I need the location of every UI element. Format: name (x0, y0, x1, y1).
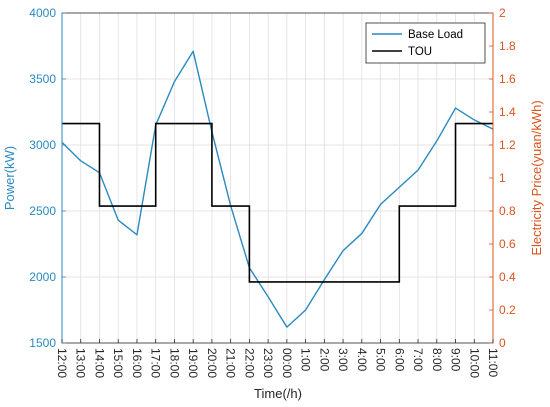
legend: Base Load TOU (365, 22, 486, 64)
right-axis-title: Electricity Price(yuan/kWh) (529, 100, 544, 255)
x-tick-label: 2:00 (317, 348, 331, 372)
x-tick-label: 8:00 (430, 348, 444, 372)
x-tick-label: 19:00 (186, 348, 200, 378)
x-axis-title: Time(/h) (254, 386, 302, 401)
series-base-load-line (61, 50, 494, 328)
x-tick-label: 1:00 (299, 348, 313, 372)
x-tick-label: 20:00 (205, 348, 219, 378)
right-axis: 0 0.2 0.4 0.6 0.8 1 1.2 1.4 1.6 1.8 2 (489, 6, 516, 350)
left-tick-label: 3500 (29, 72, 56, 86)
x-tick-label: 9:00 (449, 348, 463, 372)
right-tick-label: 2 (499, 6, 506, 20)
x-tick-label: 23:00 (261, 348, 275, 378)
x-tick-label: 14:00 (92, 348, 106, 378)
x-axis: 12:00 13:00 14:00 15:00 16:00 17:00 18:00 19:00… (55, 339, 500, 378)
x-tick-label: 18:00 (167, 348, 181, 378)
x-tick-label: 17:00 (149, 348, 163, 378)
legend-label-tou: TOU (408, 46, 432, 58)
left-tick-label: 2000 (29, 270, 56, 284)
legend-box (365, 22, 486, 64)
right-tick-label: 0.6 (499, 237, 516, 251)
left-axis-title: Power(kW) (2, 146, 17, 210)
x-tick-label: 16:00 (130, 348, 144, 378)
right-tick-label: 1.2 (499, 138, 516, 152)
series-layer (61, 50, 494, 328)
right-tick-label: 1.6 (499, 72, 516, 86)
x-tick-label: 4:00 (355, 348, 369, 372)
right-tick-label: 1.8 (499, 39, 516, 53)
right-tick-label: 1 (499, 171, 506, 185)
x-tick-label: 5:00 (374, 348, 388, 372)
left-tick-label: 2500 (29, 204, 56, 218)
series-tou-step (62, 122, 493, 283)
x-tick-label: 21:00 (224, 348, 238, 378)
grid (62, 13, 493, 343)
plot-background (62, 13, 493, 343)
x-tick-label: 22:00 (242, 348, 256, 378)
right-tick-label: 0.2 (499, 303, 516, 317)
left-axis: 1500 2000 2500 3000 3500 4000 (29, 6, 66, 350)
right-tick-label: 0 (499, 336, 506, 350)
x-tick-label: 11:00 (486, 348, 500, 377)
right-tick-label: 1.4 (499, 105, 516, 119)
x-tick-label: 7:00 (411, 348, 425, 372)
left-tick-label: 1500 (29, 336, 56, 350)
right-tick-label: 0.4 (499, 270, 516, 284)
x-tick-label: 10:00 (467, 348, 481, 378)
left-tick-label: 3000 (29, 138, 56, 152)
left-tick-label: 4000 (29, 6, 56, 20)
x-tick-label: 12:00 (55, 348, 69, 378)
x-tick-label: 3:00 (336, 348, 350, 372)
legend-label-base-load: Base Load (408, 29, 463, 41)
x-tick-label: 00:00 (280, 348, 294, 378)
x-tick-label: 6:00 (392, 348, 406, 372)
right-tick-label: 0.8 (499, 204, 516, 218)
x-tick-label: 13:00 (74, 348, 88, 378)
x-tick-label: 15:00 (111, 348, 125, 378)
